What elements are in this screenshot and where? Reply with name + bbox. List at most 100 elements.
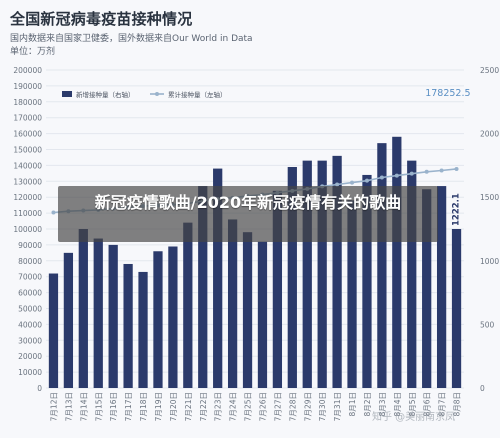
legend-label-line: 累计接种量（左轴）	[168, 90, 227, 99]
y-left-tick-label: 70000	[18, 273, 42, 282]
bar	[317, 160, 327, 388]
overlay-band	[58, 186, 438, 242]
x-tick-label: 7月25日	[244, 392, 253, 421]
legend-label-bar: 新增接种量（右轴）	[76, 90, 135, 99]
x-tick-label: 7月21日	[184, 392, 193, 421]
bar	[242, 232, 253, 388]
line-point	[51, 210, 56, 215]
bar	[78, 229, 88, 388]
bar	[153, 251, 163, 388]
bar	[257, 241, 268, 388]
x-tick-label: 8月3日	[378, 392, 387, 417]
x-tick-label: 7月24日	[229, 392, 238, 421]
y-left-tick-label: 0	[37, 384, 42, 393]
x-tick-label: 7月22日	[199, 392, 208, 421]
line-point	[379, 175, 384, 180]
y-left-tick-label: 100000	[13, 225, 42, 234]
bar	[138, 271, 148, 388]
x-tick-label: 7月26日	[258, 392, 267, 421]
chart-title: 全国新冠病毒疫苗接种情况	[10, 10, 193, 28]
y-right-tick-label: 2500	[480, 66, 499, 75]
line-point	[424, 169, 429, 174]
bar	[347, 200, 357, 388]
line-point	[439, 168, 444, 173]
x-tick-label: 7月27日	[273, 392, 282, 421]
y-right-tick-label: 1000	[480, 257, 499, 266]
bar	[407, 160, 417, 388]
x-tick-label: 8月1日	[348, 392, 357, 417]
x-tick-label: 7月31日	[333, 392, 342, 421]
x-tick-label: 7月14日	[79, 392, 88, 421]
line-point	[454, 166, 459, 171]
legend-swatch-point	[155, 92, 159, 96]
bar	[451, 229, 462, 388]
line-point	[350, 180, 355, 185]
chart-source-note: 国内数据来自国家卫健委，国外数据来自Our World in Data	[10, 34, 253, 44]
annotation-last-bar: 1222.1	[452, 193, 462, 226]
y-left-tick-label: 130000	[13, 177, 42, 186]
line-point	[394, 173, 399, 178]
y-left-tick-label: 80000	[18, 257, 42, 266]
bar	[123, 263, 133, 388]
bar	[183, 222, 193, 388]
bar	[213, 168, 223, 388]
watermark-text: 知乎 @美丽南京凤	[372, 412, 456, 423]
x-tick-label: 7月18日	[139, 392, 148, 421]
x-tick-label: 7月15日	[94, 392, 103, 421]
x-tick-label: 7月30日	[318, 392, 327, 421]
bar	[332, 155, 342, 388]
y-left-tick-label: 40000	[18, 320, 42, 329]
x-tick-label: 8月6日	[423, 392, 432, 417]
bar	[436, 186, 447, 388]
y-left-tick-label: 10000	[18, 368, 42, 377]
bar	[93, 238, 103, 388]
bar	[198, 186, 208, 388]
y-left-tick-label: 30000	[18, 336, 42, 345]
x-tick-label: 8月5日	[408, 392, 417, 417]
legend-swatch-bar	[62, 91, 72, 97]
y-right-tick-label: 500	[480, 320, 495, 329]
y-right-tick-label: 2000	[480, 130, 499, 139]
x-tick-label: 7月19日	[154, 392, 163, 421]
chart-unit-note: 单位：万剂	[10, 47, 56, 57]
bar	[48, 273, 59, 388]
bar	[422, 189, 432, 388]
line-point	[335, 182, 340, 187]
y-left-tick-label: 120000	[13, 193, 42, 202]
y-left-tick-label: 180000	[13, 98, 42, 107]
bar	[63, 252, 74, 388]
x-tick-label: 7月20日	[169, 392, 178, 421]
y-left-tick-label: 190000	[13, 82, 42, 91]
x-tick-label: 7月23日	[214, 392, 223, 421]
y-right-tick-label: 0	[480, 384, 485, 393]
y-left-tick-label: 170000	[13, 114, 42, 123]
y-left-tick-label: 150000	[13, 146, 42, 155]
x-tick-label: 8月7日	[438, 392, 447, 417]
overlay-headline: 新冠疫情歌曲/2020年新冠疫情有关的歌曲	[94, 193, 402, 212]
y-left-tick-label: 140000	[13, 161, 42, 170]
annotation-cumulative-total: 178252.5	[425, 88, 470, 99]
bar	[392, 136, 402, 388]
x-tick-label: 8月4日	[393, 392, 402, 417]
bar	[302, 160, 312, 388]
y-left-tick-label: 90000	[18, 241, 42, 250]
x-tick-label: 7月28日	[288, 392, 297, 421]
bar	[287, 166, 297, 388]
bar	[377, 143, 387, 388]
y-left-tick-label: 60000	[18, 289, 42, 298]
x-tick-label: 7月16日	[109, 392, 118, 421]
y-right-tick-label: 1500	[480, 193, 499, 202]
bar	[227, 219, 238, 388]
x-tick-label: 7月12日	[49, 392, 58, 421]
line-point	[409, 171, 414, 176]
x-tick-label: 8月8日	[453, 392, 462, 417]
bar	[362, 174, 372, 388]
y-left-tick-label: 110000	[13, 209, 42, 218]
y-left-tick-label: 200000	[13, 66, 42, 75]
line-point	[364, 178, 369, 183]
bar	[272, 190, 283, 388]
x-tick-label: 7月13日	[64, 392, 73, 421]
y-left-tick-label: 160000	[13, 130, 42, 139]
x-tick-label: 7月17日	[124, 392, 133, 421]
